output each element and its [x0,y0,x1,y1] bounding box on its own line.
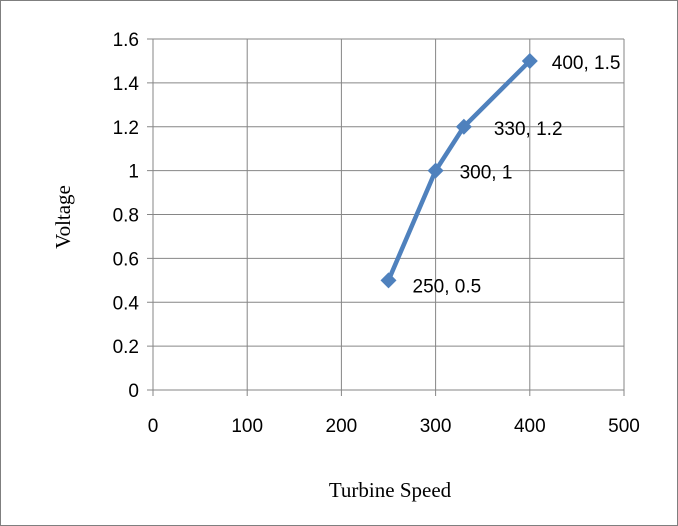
x-tick-label: 0 [148,416,159,437]
y-tick-label: 1.6 [113,30,139,51]
y-tick-label: 0.8 [113,206,139,227]
data-point-marker [455,118,472,135]
axes: 0 0.2 0.4 0.6 0.8 1 1.2 1.4 1.6 0 100 200 300 400 500 [113,30,640,437]
y-tick-label: 0.2 [113,337,139,358]
data-point-marker [427,162,444,179]
y-tick-label: 0.6 [113,249,139,270]
data-point-marker [380,272,397,289]
x-tick-label: 300 [420,416,452,437]
data-label: 250, 0.5 [413,276,482,297]
x-tick-label: 200 [326,416,358,437]
y-tick-label: 1.4 [113,74,140,95]
series-voltage [380,52,538,289]
data-point-marker [521,52,538,69]
y-tick-label: 0 [128,381,139,402]
x-axis-title: Turbine Speed [329,478,452,502]
data-label: 400, 1.5 [552,53,621,74]
x-tick-label: 500 [608,416,640,437]
y-axis-title: Voltage [51,185,75,249]
data-label: 330, 1.2 [494,119,563,140]
y-tick-label: 1.2 [113,118,139,139]
data-label: 300, 1 [460,163,513,184]
x-tick-label: 400 [514,416,546,437]
series-line [386,59,532,282]
x-tick-label: 100 [231,416,263,437]
y-tick-label: 0.4 [113,293,140,314]
data-labels: 250, 0.5 300, 1 330, 1.2 400, 1.5 [413,53,621,297]
y-tick-label: 1 [128,162,139,183]
grid-lines [153,38,625,390]
